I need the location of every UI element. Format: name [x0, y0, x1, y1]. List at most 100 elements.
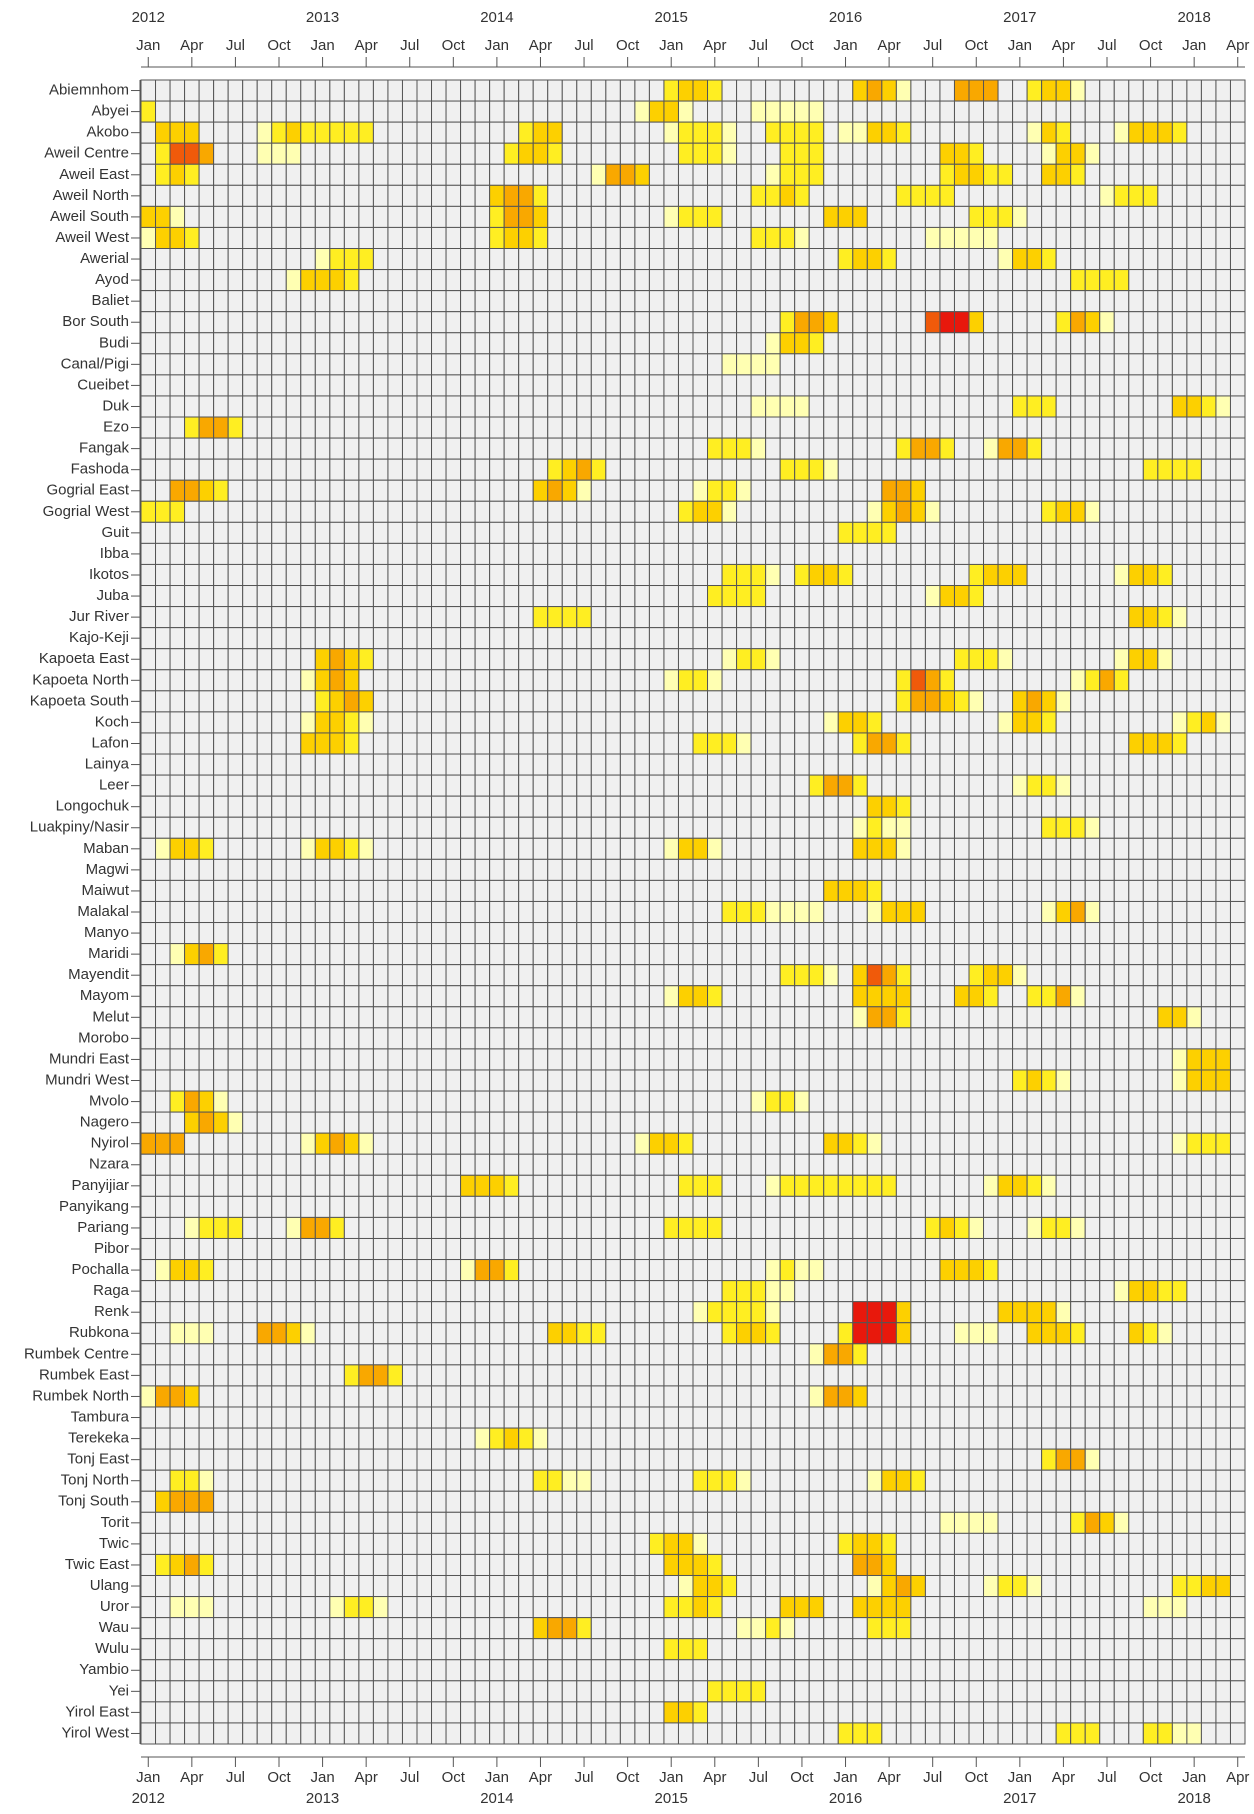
heat-cell [1172, 1154, 1187, 1175]
heat-cell [432, 965, 447, 986]
heat-cell [925, 670, 940, 691]
heat-cell [853, 1028, 868, 1049]
heat-cell [257, 986, 272, 1007]
heat-cell [954, 164, 969, 185]
heat-cell [722, 775, 737, 796]
heat-cell [678, 206, 693, 227]
heat-cell [373, 733, 388, 754]
heat-cell [984, 438, 999, 459]
heat-cell [882, 522, 897, 543]
heat-cell [156, 859, 171, 880]
heat-cell [824, 754, 839, 775]
heat-cell [1187, 628, 1202, 649]
heat-cell [1114, 438, 1129, 459]
heat-cell [1071, 522, 1086, 543]
heat-cell [577, 1407, 592, 1428]
heat-cell [562, 607, 577, 628]
heat-cell [795, 1302, 810, 1323]
heat-cell [548, 227, 563, 248]
heat-cell [1187, 1028, 1202, 1049]
heat-cell [170, 628, 185, 649]
heat-cell [766, 670, 781, 691]
heat-cell [635, 143, 650, 164]
heat-cell [998, 333, 1013, 354]
heat-cell [1216, 80, 1231, 101]
heat-cell [678, 1386, 693, 1407]
heat-cell [344, 649, 359, 670]
heat-cell [1013, 607, 1028, 628]
heat-cell [388, 1175, 403, 1196]
heat-cell [344, 586, 359, 607]
heat-cell [1158, 1091, 1173, 1112]
y-tick-label: Maiwut [81, 882, 129, 899]
heat-cell [243, 775, 258, 796]
heat-cell [1114, 1112, 1129, 1133]
y-tick-label: Mayom [80, 987, 129, 1004]
heat-cell [896, 712, 911, 733]
heat-cell [795, 838, 810, 859]
heat-cell [199, 901, 214, 922]
heat-cell [882, 80, 897, 101]
heat-cell [533, 628, 548, 649]
heat-cell [1100, 438, 1115, 459]
heat-cell [344, 501, 359, 522]
heat-cell [1056, 1365, 1071, 1386]
heat-cell [795, 1175, 810, 1196]
heat-cell [969, 965, 984, 986]
heat-cell [780, 143, 795, 164]
heat-cell [315, 628, 330, 649]
heat-cell [1013, 901, 1028, 922]
heat-cell [301, 1323, 316, 1344]
heat-cell [911, 1091, 926, 1112]
heat-cell [1100, 1302, 1115, 1323]
heat-cell [1216, 1386, 1231, 1407]
heat-cell [301, 333, 316, 354]
heat-cell [853, 143, 868, 164]
heat-cell [882, 1112, 897, 1133]
heat-cell [984, 901, 999, 922]
heat-cell [1216, 607, 1231, 628]
heat-cell [577, 164, 592, 185]
heat-cell [984, 1007, 999, 1028]
heat-cell [228, 1112, 243, 1133]
heat-cell [635, 564, 650, 585]
heat-cell [214, 691, 229, 712]
heat-cell [737, 1365, 752, 1386]
heat-cell [708, 607, 723, 628]
heat-cell [577, 649, 592, 670]
heat-cell [838, 438, 853, 459]
heat-cell [490, 586, 505, 607]
heat-cell [1201, 333, 1216, 354]
heat-cell [954, 375, 969, 396]
heat-cell [373, 522, 388, 543]
heat-cell [925, 1070, 940, 1091]
heat-cell [867, 1196, 882, 1217]
heat-cell [591, 1133, 606, 1154]
heat-cell [141, 459, 156, 480]
heat-cell [809, 375, 824, 396]
heat-cell [620, 796, 635, 817]
heat-cell [156, 564, 171, 585]
heat-cell [533, 312, 548, 333]
heat-cell [649, 480, 664, 501]
heat-cell [751, 838, 766, 859]
heat-cell [446, 164, 461, 185]
heat-cell [344, 733, 359, 754]
heat-cell [344, 291, 359, 312]
heat-cell [737, 164, 752, 185]
heat-cell [708, 923, 723, 944]
heat-cell [591, 944, 606, 965]
heat-cell [1027, 438, 1042, 459]
heat-cell [1027, 1154, 1042, 1175]
heat-cell [533, 1260, 548, 1281]
heat-cell [649, 1175, 664, 1196]
heat-cell [795, 859, 810, 880]
heat-cell [185, 754, 200, 775]
heat-cell [882, 185, 897, 206]
heat-cell [664, 1133, 679, 1154]
heat-cell [867, 1302, 882, 1323]
heat-cell [940, 1217, 955, 1238]
heat-cell [998, 438, 1013, 459]
heat-cell [315, 396, 330, 417]
heat-cell [911, 965, 926, 986]
